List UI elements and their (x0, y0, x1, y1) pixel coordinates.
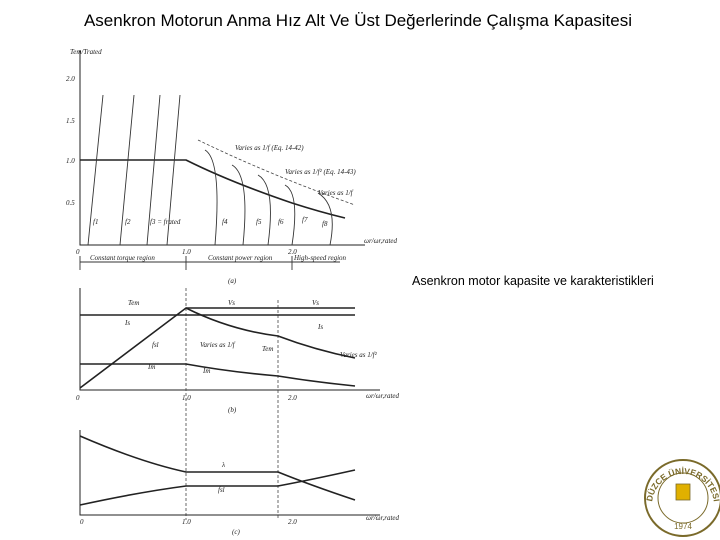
axes (79, 288, 380, 391)
region-label: Constant power region (208, 254, 273, 262)
tick-label: 0.5 (66, 199, 75, 207)
region-label: High-speed region (293, 254, 347, 262)
logo-inner (657, 472, 709, 524)
tick-label: 1.0 (182, 518, 191, 526)
figure-b: Tem Vs Vs Is Is fsl Varies as 1/f Tem Va… (76, 288, 400, 520)
tick-label: 0 (80, 518, 84, 526)
label: Is (317, 323, 323, 331)
panel-label: (c) (232, 528, 240, 536)
tick-label: 2.0 (288, 248, 297, 256)
tick-label: 2.0 (288, 518, 297, 526)
note: Varies as 1/f (318, 189, 354, 197)
tick-label: 1.5 (66, 117, 75, 125)
region-markers (79, 256, 340, 270)
note: Varies as 1/f (Eq. 14-42) (235, 144, 304, 152)
panel-label: (b) (228, 406, 237, 414)
capability-curve (80, 159, 346, 219)
tick-label: 1.0 (66, 157, 75, 165)
label: Im (147, 363, 155, 371)
label: Tem (128, 299, 139, 307)
tick-label: 1.0 (182, 394, 191, 402)
tick-label: 0 (76, 248, 80, 256)
label: fsl (152, 341, 159, 349)
region-label: Constant torque region (90, 254, 155, 262)
tick-label: 1.0 (182, 248, 191, 256)
curve-label: f2 (125, 218, 131, 226)
curve-label: f6 (278, 218, 284, 226)
x-label: ωr/ωr,rated (366, 514, 400, 522)
caption: Asenkron motor kapasite ve karakteristik… (412, 274, 654, 288)
label: Im (202, 367, 210, 375)
im-curve (80, 363, 356, 387)
label: Varies as 1/f² (340, 351, 378, 359)
flux-curve (79, 435, 356, 501)
x-label: ωr/ωr,rated (364, 237, 398, 245)
logo: DÜZCE ÜNİVERSİTESİ 1974 (644, 459, 720, 537)
curve-label: f7 (302, 216, 308, 224)
logo-emblem (675, 483, 691, 501)
axes (79, 50, 365, 246)
note: Varies as 1/f² (Eq. 14-43) (285, 168, 356, 176)
axes (79, 430, 380, 516)
label: Tem (262, 345, 273, 353)
label: Vs (228, 299, 235, 307)
fsl-curve (79, 469, 356, 506)
logo-year: 1974 (674, 522, 692, 531)
curve-label: f5 (256, 218, 262, 226)
y-label: Tem/Trated (70, 48, 102, 56)
figure-a: Tem/Trated 2.0 1.5 1.0 0.5 0 1.0 2.0 ωr/… (66, 48, 398, 285)
label: Vs (312, 299, 319, 307)
curve-label: f4 (222, 218, 228, 226)
torque-speed-curves (87, 94, 333, 246)
label: Is (124, 319, 130, 327)
tick-label: 2.0 (288, 394, 297, 402)
label: λ (221, 461, 225, 469)
panel-label: (a) (228, 277, 237, 285)
pullout-curve (197, 139, 356, 206)
figure-c: λ fsl 0 1.0 2.0 ωr/ωr,rated (c) (79, 430, 400, 536)
curve-label: f3 = frated (150, 218, 181, 226)
label: Varies as 1/f (200, 341, 236, 349)
slide-title: Asenkron Motorun Anma Hız Alt Ve Üst Değ… (84, 11, 632, 30)
curve-label: f8 (322, 220, 328, 228)
tick-label: 0 (76, 394, 80, 402)
x-label: ωr/ωr,rated (366, 392, 400, 400)
tem-curve (185, 307, 356, 359)
tick-label: 2.0 (66, 75, 75, 83)
curve-label: f1 (93, 218, 98, 226)
label: fsl (218, 486, 225, 494)
